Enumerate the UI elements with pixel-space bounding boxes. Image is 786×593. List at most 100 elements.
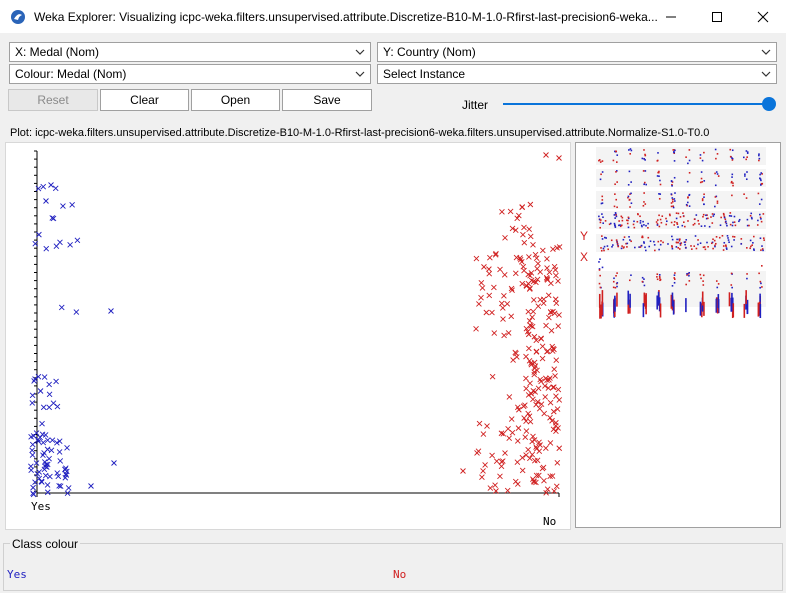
data-point-yes[interactable] bbox=[54, 470, 61, 476]
data-point-no[interactable] bbox=[479, 285, 486, 291]
data-point-no[interactable] bbox=[499, 305, 506, 311]
data-point-yes[interactable] bbox=[56, 482, 62, 489]
data-point-yes[interactable] bbox=[64, 490, 71, 496]
data-point-yes[interactable] bbox=[50, 400, 57, 406]
data-point-yes[interactable] bbox=[54, 439, 60, 446]
data-point-no[interactable] bbox=[527, 233, 534, 240]
data-point-yes[interactable] bbox=[49, 437, 56, 443]
data-point-no[interactable] bbox=[484, 423, 490, 429]
data-point-yes[interactable] bbox=[46, 455, 52, 462]
data-point-no[interactable] bbox=[551, 488, 557, 494]
data-point-no[interactable] bbox=[535, 260, 541, 267]
data-point-no[interactable] bbox=[520, 263, 527, 270]
data-point-yes[interactable] bbox=[28, 467, 34, 474]
data-point-no[interactable] bbox=[523, 418, 529, 424]
data-point-yes[interactable] bbox=[36, 231, 42, 238]
data-point-yes[interactable] bbox=[67, 241, 73, 248]
data-point-no[interactable] bbox=[547, 399, 554, 406]
data-point-no[interactable] bbox=[493, 458, 500, 465]
data-point-no[interactable] bbox=[526, 254, 532, 260]
close-button[interactable] bbox=[740, 0, 786, 33]
matrix-cell-row[interactable] bbox=[596, 147, 766, 165]
data-point-yes[interactable] bbox=[63, 468, 70, 475]
data-point-yes[interactable] bbox=[56, 438, 63, 444]
data-point-no[interactable] bbox=[520, 403, 527, 410]
data-point-no[interactable] bbox=[528, 270, 535, 276]
data-point-no[interactable] bbox=[527, 272, 533, 279]
jitter-slider-track[interactable] bbox=[503, 103, 769, 105]
data-point-no[interactable] bbox=[523, 353, 529, 360]
data-point-no[interactable] bbox=[538, 401, 545, 407]
data-point-yes[interactable] bbox=[62, 465, 69, 472]
data-point-no[interactable] bbox=[521, 239, 528, 246]
save-button[interactable]: Save bbox=[282, 89, 372, 111]
data-point-yes[interactable] bbox=[69, 202, 75, 208]
data-point-yes[interactable] bbox=[108, 308, 114, 314]
data-point-no[interactable] bbox=[512, 227, 519, 233]
data-point-no[interactable] bbox=[476, 301, 482, 307]
data-point-no[interactable] bbox=[509, 287, 515, 294]
data-point-no[interactable] bbox=[546, 377, 552, 383]
maximize-button[interactable] bbox=[694, 0, 740, 33]
data-point-no[interactable] bbox=[489, 373, 496, 380]
data-point-no[interactable] bbox=[534, 399, 541, 405]
data-point-yes[interactable] bbox=[65, 485, 72, 491]
data-point-yes[interactable] bbox=[43, 198, 49, 204]
data-point-no[interactable] bbox=[500, 316, 506, 322]
open-button[interactable]: Open bbox=[191, 89, 280, 111]
data-point-no[interactable] bbox=[531, 457, 538, 464]
data-point-yes[interactable] bbox=[37, 388, 44, 394]
scatter-plot[interactable]: Yes No bbox=[6, 143, 572, 531]
data-point-no[interactable] bbox=[555, 425, 561, 431]
data-point-no[interactable] bbox=[533, 255, 540, 262]
data-point-no[interactable] bbox=[550, 246, 556, 253]
data-point-no[interactable] bbox=[500, 430, 507, 437]
data-point-no[interactable] bbox=[534, 367, 540, 374]
data-point-no[interactable] bbox=[493, 488, 499, 494]
clear-button[interactable]: Clear bbox=[100, 89, 189, 111]
data-point-no[interactable] bbox=[544, 265, 550, 271]
data-point-no[interactable] bbox=[526, 318, 533, 324]
data-point-no[interactable] bbox=[531, 437, 538, 443]
instance-select[interactable]: Select Instance bbox=[377, 64, 777, 84]
data-point-yes[interactable] bbox=[44, 437, 51, 443]
data-point-no[interactable] bbox=[535, 303, 542, 309]
data-point-no[interactable] bbox=[514, 481, 521, 487]
data-point-no[interactable] bbox=[537, 376, 543, 383]
data-point-yes[interactable] bbox=[55, 473, 62, 480]
reset-button[interactable]: Reset bbox=[8, 89, 98, 111]
data-point-no[interactable] bbox=[497, 266, 503, 273]
data-point-yes[interactable] bbox=[29, 452, 36, 458]
data-point-no[interactable] bbox=[554, 460, 561, 466]
data-point-yes[interactable] bbox=[62, 474, 69, 481]
data-point-no[interactable] bbox=[517, 255, 523, 261]
matrix-cell-row[interactable] bbox=[596, 255, 766, 273]
data-point-no[interactable] bbox=[501, 272, 508, 278]
data-point-yes[interactable] bbox=[29, 400, 36, 406]
data-point-no[interactable] bbox=[519, 467, 526, 474]
data-point-no[interactable] bbox=[501, 332, 507, 339]
data-point-no[interactable] bbox=[491, 330, 498, 336]
data-point-yes[interactable] bbox=[44, 482, 51, 488]
data-point-yes[interactable] bbox=[58, 304, 65, 311]
data-point-no[interactable] bbox=[549, 343, 556, 350]
data-point-no[interactable] bbox=[504, 301, 511, 307]
data-point-yes[interactable] bbox=[42, 432, 49, 438]
data-point-no[interactable] bbox=[460, 468, 466, 474]
data-point-no[interactable] bbox=[510, 357, 516, 363]
data-point-no[interactable] bbox=[506, 435, 513, 441]
data-point-no[interactable] bbox=[483, 309, 490, 316]
data-point-no[interactable] bbox=[551, 346, 557, 353]
data-point-no[interactable] bbox=[543, 490, 549, 496]
data-point-yes[interactable] bbox=[88, 483, 94, 489]
data-point-no[interactable] bbox=[542, 394, 549, 400]
data-point-no[interactable] bbox=[555, 386, 562, 393]
data-point-no[interactable] bbox=[504, 487, 511, 494]
data-point-no[interactable] bbox=[533, 444, 539, 450]
data-point-no[interactable] bbox=[531, 333, 538, 340]
data-point-no[interactable] bbox=[535, 385, 542, 392]
data-point-no[interactable] bbox=[531, 297, 537, 303]
data-point-no[interactable] bbox=[497, 473, 503, 480]
data-point-no[interactable] bbox=[533, 348, 540, 355]
data-point-yes[interactable] bbox=[48, 182, 54, 188]
